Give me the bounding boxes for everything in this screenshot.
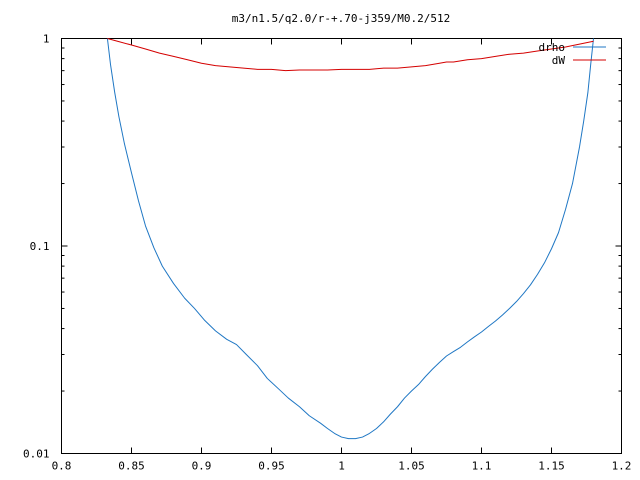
legend-label-drho: drho [539, 41, 566, 54]
chart-title: m3/n1.5/q2.0/r-+.70-j359/M0.2/512 [232, 12, 451, 25]
x-tick-label: 0.95 [258, 460, 285, 473]
y-tick-label: 0.1 [30, 240, 50, 253]
y-tick-label: 1 [43, 33, 50, 46]
x-tick-label: 1.05 [398, 460, 425, 473]
series-line-dW [107, 38, 594, 72]
legend-label-dW: dW [552, 54, 566, 67]
x-tick-label: 0.8 [52, 460, 72, 473]
x-tick-label: 1.15 [538, 460, 565, 473]
plot-frame [61, 38, 622, 454]
y-tick-label: 0.01 [23, 448, 50, 461]
x-tick-label: 0.9 [192, 460, 212, 473]
x-tick-label: 0.85 [118, 460, 145, 473]
x-tick-label: 1.1 [472, 460, 492, 473]
axis-ticks: 0.8 0.85 0.9 0.95 1 1.05 1.1 1.15 1.2 0.01 0.1 1 [23, 33, 631, 473]
x-tick-label: 1 [338, 460, 345, 473]
series-layer [106, 38, 594, 440]
x-tick-label: 1.2 [612, 460, 632, 473]
series-line-drho [106, 38, 594, 440]
